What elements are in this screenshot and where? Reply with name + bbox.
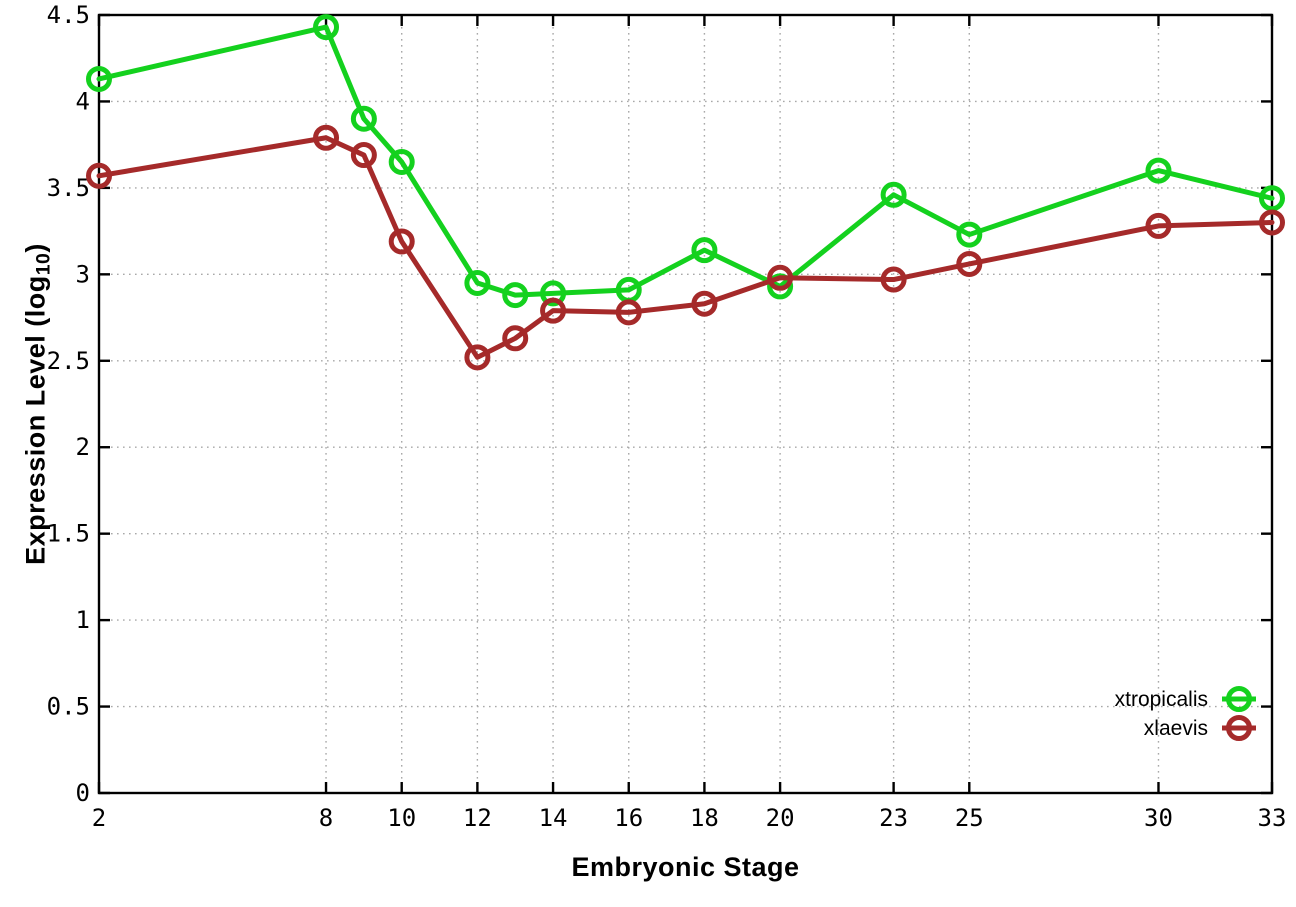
data-point-xtropicalis-stage-30 <box>1145 157 1172 184</box>
x-tick-label-2: 2 <box>92 804 106 832</box>
y-tick-label-4.5: 4.5 <box>47 1 90 29</box>
x-tick-label-10: 10 <box>387 804 416 832</box>
data-point-xlaevis-stage-18 <box>691 290 718 317</box>
data-point-xtropicalis-stage-12 <box>464 269 491 296</box>
data-point-xlaevis-stage-2 <box>86 162 112 189</box>
y-axis-title: Expression Level (log10) <box>21 243 56 565</box>
data-point-xtropicalis-stage-10 <box>388 148 415 175</box>
data-point-xlaevis-stage-14 <box>540 297 567 324</box>
y-tick-label-4: 4 <box>76 87 90 115</box>
x-axis-title: Embryonic Stage <box>571 852 800 882</box>
data-point-xtropicalis-stage-25 <box>956 221 983 248</box>
data-point-xlaevis-stage-12 <box>464 344 491 371</box>
data-point-xtropicalis-stage-8 <box>313 14 340 41</box>
data-point-xlaevis-stage-13 <box>502 325 529 352</box>
legend-marker-xlaevis <box>1226 715 1252 741</box>
data-point-xtropicalis-stage-13 <box>502 282 529 309</box>
y-tick-label-1: 1 <box>76 606 90 634</box>
x-tick-label-23: 23 <box>879 804 908 832</box>
plot-border <box>97 13 1274 795</box>
data-point-xlaevis-stage-30 <box>1145 212 1172 239</box>
data-point-xtropicalis-stage-23 <box>880 181 907 208</box>
y-axis-title-subscript: 10 <box>32 252 55 276</box>
y-axis-title-prefix: Expression Level (log <box>20 275 51 565</box>
data-point-xlaevis-stage-20 <box>767 264 794 291</box>
y-tick-label-2.5: 2.5 <box>47 347 90 375</box>
y-tick-label-3: 3 <box>76 260 90 288</box>
data-point-xtropicalis-stage-33 <box>1259 185 1285 212</box>
y-axis-title-suffix: ) <box>20 243 51 253</box>
x-tick-label-18: 18 <box>690 804 719 832</box>
data-point-xlaevis-stage-16 <box>615 299 642 326</box>
y-tick-label-0: 0 <box>76 779 90 807</box>
data-point-xlaevis-stage-33 <box>1259 209 1285 236</box>
data-point-xlaevis-stage-23 <box>880 266 907 293</box>
data-point-xlaevis-stage-25 <box>956 250 983 277</box>
data-point-xlaevis-stage-8 <box>313 124 340 151</box>
data-point-xtropicalis-stage-9 <box>350 105 377 132</box>
data-point-xtropicalis-stage-2 <box>86 65 112 92</box>
data-point-xtropicalis-stage-14 <box>540 280 567 307</box>
y-tick-label-3.5: 3.5 <box>47 174 90 202</box>
x-tick-label-16: 16 <box>614 804 643 832</box>
y-tick-label-0.5: 0.5 <box>47 693 90 721</box>
data-point-xtropicalis-stage-18 <box>691 237 718 264</box>
legend-label-xtropicalis: xtropicalis <box>1115 688 1208 711</box>
y-tick-label-2: 2 <box>76 433 90 461</box>
y-tick-label-1.5: 1.5 <box>47 520 90 548</box>
x-tick-label-25: 25 <box>955 804 984 832</box>
legend-label-xlaevis: xlaevis <box>1144 717 1208 740</box>
x-tick-label-20: 20 <box>766 804 795 832</box>
x-tick-label-8: 8 <box>319 804 333 832</box>
x-tick-label-30: 30 <box>1144 804 1173 832</box>
data-point-xlaevis-stage-10 <box>388 228 415 255</box>
legend-marker-xtropicalis <box>1226 686 1252 712</box>
x-tick-label-12: 12 <box>463 804 492 832</box>
x-tick-label-33: 33 <box>1258 804 1287 832</box>
x-tick-label-14: 14 <box>539 804 568 832</box>
data-point-xlaevis-stage-9 <box>350 142 377 169</box>
